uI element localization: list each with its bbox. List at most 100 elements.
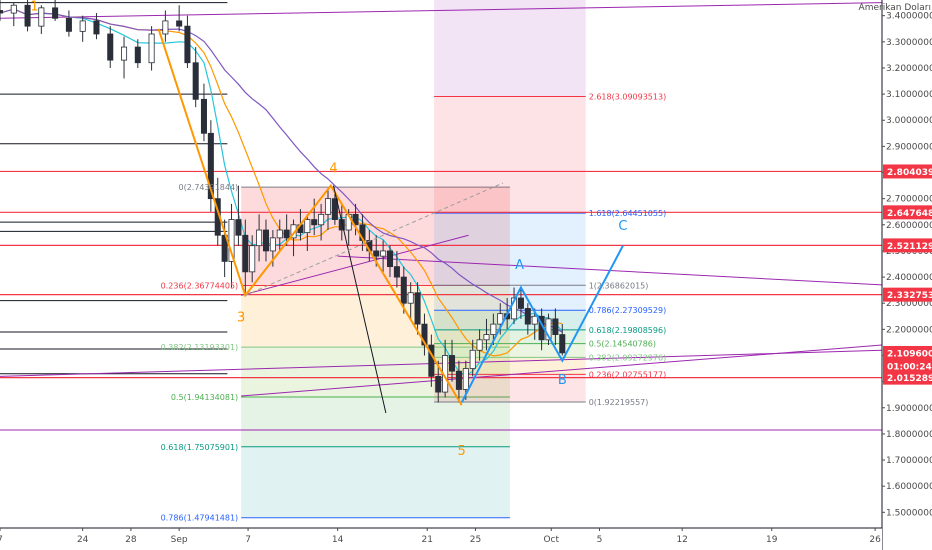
wave-label-C: C bbox=[618, 219, 627, 234]
elliott-corrective-wave bbox=[460, 245, 624, 403]
price-box bbox=[883, 205, 932, 220]
candle-body bbox=[324, 198, 332, 215]
fib-extension-label: 0.236(2.02755177) bbox=[589, 370, 667, 379]
candle-body bbox=[352, 213, 359, 226]
price-box-label: 2.01528970 bbox=[887, 374, 932, 384]
time-axis-tick-label: 19 bbox=[766, 535, 778, 545]
candle-body bbox=[531, 315, 538, 325]
candle-body bbox=[428, 344, 435, 377]
drawings-layer bbox=[157, 28, 624, 414]
price-box-label: 2.10960000 bbox=[887, 349, 932, 359]
candle-body bbox=[134, 46, 141, 64]
price-axis-tick-label: 3.20000000 bbox=[886, 64, 932, 74]
purple-trend-line bbox=[0, 2, 883, 19]
price-axis-tick-label: 1.90000000 bbox=[886, 404, 932, 414]
time-axis-tick-label: 12 bbox=[676, 535, 687, 545]
fib-extension-label: 0.382(2.09272976) bbox=[589, 353, 667, 362]
candle-body bbox=[311, 219, 318, 226]
candle-body bbox=[24, 4, 31, 27]
candle-body bbox=[10, 4, 17, 14]
purple-trend-line bbox=[0, 349, 883, 377]
time-axis-tick-label: 5 bbox=[597, 535, 603, 545]
candle-body bbox=[545, 318, 552, 341]
time-axis-tick-label: 26 bbox=[869, 535, 881, 545]
candle-body bbox=[373, 250, 380, 257]
candle-body bbox=[93, 20, 100, 35]
price-box-label: 2.52112991 bbox=[887, 242, 932, 252]
wave-label-A: A bbox=[515, 258, 524, 273]
price-box-label: 2.64764881 bbox=[887, 209, 932, 219]
candle-body bbox=[449, 355, 456, 372]
price-box bbox=[883, 164, 932, 179]
candle-body bbox=[283, 229, 290, 239]
background-shapes-layer bbox=[241, 0, 586, 519]
time-axis-tick-label: Sep bbox=[171, 535, 188, 545]
price-box bbox=[883, 238, 932, 253]
moving-average-long bbox=[0, 8, 563, 333]
candle-body bbox=[276, 229, 283, 239]
fib-extension-label: 0.5(2.14540786) bbox=[589, 340, 656, 349]
candle-body bbox=[242, 234, 249, 273]
candle-body bbox=[200, 98, 207, 134]
price-axis-tick-label: 3.10000000 bbox=[886, 90, 932, 100]
candle-body bbox=[79, 20, 86, 32]
candle-body bbox=[38, 7, 45, 27]
horizontal-lines-layer bbox=[0, 2, 883, 431]
candle-body bbox=[490, 323, 497, 335]
candle-body bbox=[393, 266, 400, 278]
fib-extension-zone bbox=[434, 96, 586, 214]
candle-body bbox=[221, 234, 228, 262]
price-axis-tick-label: 2.20000000 bbox=[886, 325, 932, 335]
fib-retracement-label: 0.618(1.75075901) bbox=[161, 443, 239, 452]
time-axis-background bbox=[0, 528, 882, 550]
candle-body bbox=[318, 213, 325, 226]
candle-body bbox=[421, 323, 428, 346]
candle-body bbox=[386, 250, 394, 268]
candle-body bbox=[552, 318, 559, 335]
price-axis-tick-label: 3.40000000 bbox=[886, 12, 932, 22]
price-box bbox=[883, 358, 932, 373]
fib-extension-zone bbox=[434, 0, 586, 97]
candle-body bbox=[148, 33, 155, 64]
fib-extension-label: 2.618(3.09093513) bbox=[589, 92, 667, 101]
price-axis-tick-label: 2.70000000 bbox=[886, 195, 932, 205]
candle-body bbox=[207, 132, 214, 200]
time-axis-tick-label: 28 bbox=[125, 535, 137, 545]
fib-retracement-label: 0.382(2.13193301) bbox=[161, 343, 239, 352]
labels-layer: 0(2.74391844) 0.236(2.36774405) 0.382(2.13… bbox=[30, 0, 666, 523]
candle-body bbox=[192, 62, 199, 100]
fib-retracement-zone bbox=[241, 396, 510, 447]
price-box-label: 01:00:24 bbox=[887, 362, 932, 372]
wave-label-5: 5 bbox=[458, 444, 466, 459]
price-axis-tick-label: 1.80000000 bbox=[886, 430, 932, 440]
fib-retracement-zone bbox=[241, 446, 510, 518]
fib-retracement-label: 0.786(1.47941481) bbox=[161, 514, 239, 523]
time-axis-tick-label: 7 bbox=[0, 535, 3, 545]
price-axis-tick-label: 2.30000000 bbox=[886, 299, 932, 309]
time-axis-tick-label: 24 bbox=[77, 535, 89, 545]
price-axis-tick-label: 2.60000000 bbox=[886, 221, 932, 231]
candle-body bbox=[380, 250, 387, 257]
price-box bbox=[883, 345, 932, 360]
candle-body bbox=[228, 219, 235, 262]
candle-body bbox=[559, 334, 566, 354]
candle-body bbox=[407, 292, 414, 304]
price-box-label: 2.33275330 bbox=[887, 291, 932, 301]
candle-body bbox=[483, 334, 490, 341]
candle-body bbox=[400, 276, 407, 304]
time-axis-tick-label: 21 bbox=[421, 535, 432, 545]
wave-label-4: 4 bbox=[329, 162, 337, 177]
candle-body bbox=[435, 375, 442, 393]
candle-body bbox=[524, 308, 531, 325]
candle-body bbox=[469, 349, 476, 369]
candle-body bbox=[455, 370, 462, 390]
projection-line bbox=[333, 185, 387, 414]
price-axis-tick-label: 1.50000000 bbox=[886, 508, 932, 518]
candle-body bbox=[235, 219, 242, 236]
candle-body bbox=[0, 10, 4, 14]
fib-extension-label: 0(1.92219557) bbox=[589, 398, 649, 407]
price-box bbox=[883, 370, 932, 385]
